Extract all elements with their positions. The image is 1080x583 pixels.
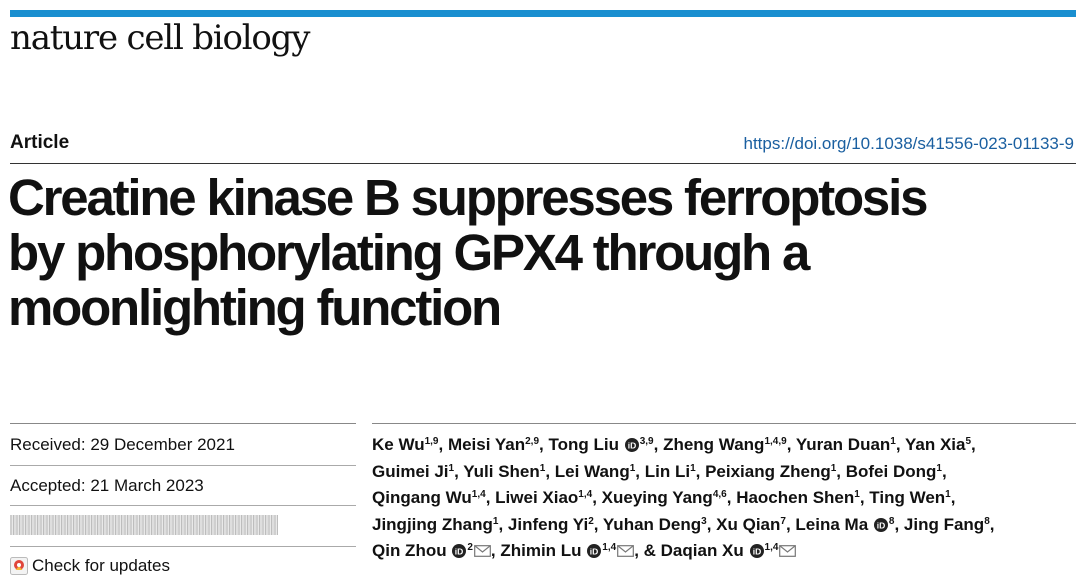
title-line: by phosphorylating GPX4 through a [8,225,1074,280]
author-affiliation[interactable]: 2 [588,516,594,527]
author-name[interactable]: Ting Wen [869,488,945,507]
author-name[interactable]: Haochen Shen [736,488,854,507]
email-icon[interactable] [474,539,491,551]
author-affiliation[interactable]: 1 [449,463,455,474]
journal-accent-bar [10,10,1076,17]
author-name[interactable]: Yuli Shen [463,462,540,481]
orcid-icon[interactable]: iD [587,540,601,554]
author-affiliation[interactable]: 3,9 [640,436,654,447]
svg-text:iD: iD [877,520,886,530]
author-affiliation[interactable]: 2 [467,542,473,553]
author-name[interactable]: Qingang Wu [372,488,472,507]
author-name[interactable]: Xueying Yang [602,488,713,507]
author-affiliation[interactable]: 1 [540,463,546,474]
author-name[interactable]: Jinfeng Yi [508,515,588,534]
author-affiliation[interactable]: 1,4 [602,542,616,553]
author-affiliation[interactable]: 1,4 [578,489,592,500]
accepted-date: Accepted: 21 March 2023 [10,476,204,496]
article-type-label: Article [10,132,69,154]
author-affiliation[interactable]: 2,9 [525,436,539,447]
meta-separator [10,505,356,506]
author-affiliation[interactable]: 1 [831,463,837,474]
svg-text:iD: iD [627,440,636,450]
meta-separator [10,465,356,466]
author-name[interactable]: Liwei Xiao [495,488,578,507]
author-affiliation[interactable]: 1 [493,516,499,527]
author-affiliation[interactable]: 8 [889,516,895,527]
orcid-icon[interactable]: iD [750,540,764,554]
author-name[interactable]: Yuran Duan [796,435,890,454]
doi-link[interactable]: https://doi.org/10.1038/s41556-023-01133… [744,134,1075,154]
author-affiliation[interactable]: 1 [690,463,696,474]
author-name[interactable]: Yuhan Deng [603,515,701,534]
author-name[interactable]: Xu Qian [716,515,780,534]
title-line: moonlighting function [8,280,1074,335]
received-date: Received: 29 December 2021 [10,435,235,455]
title-line: Creatine kinase B suppresses ferroptosis [8,170,1074,225]
author-affiliation[interactable]: 1 [890,436,896,447]
author-affiliation[interactable]: 1,4 [472,489,486,500]
author-name[interactable]: Ke Wu [372,435,425,454]
author-name[interactable]: Lei Wang [555,462,630,481]
article-title: Creatine kinase B suppresses ferroptosis… [8,170,1074,335]
author-name[interactable]: Zheng Wang [663,435,764,454]
journal-name[interactable]: nature cell biology [10,18,309,58]
author-line: Ke Wu1,9, Meisi Yan2,9, Tong Liu iD3,9, … [372,432,1076,459]
author-name[interactable]: Leina Ma [795,515,868,534]
svg-text:iD: iD [752,546,761,556]
author-affiliation[interactable]: 3 [701,516,707,527]
author-affiliation[interactable]: 1,4 [765,542,779,553]
meta-separator [10,546,356,547]
author-name[interactable]: Daqian Xu [661,541,744,560]
author-affiliation[interactable]: 8 [984,516,990,527]
email-icon[interactable] [617,539,634,551]
author-affiliation[interactable]: 1,9 [425,436,439,447]
author-line: Qingang Wu1,4, Liwei Xiao1,4, Xueying Ya… [372,485,1076,512]
author-name[interactable]: Qin Zhou [372,541,447,560]
author-affiliation[interactable]: 1 [630,463,636,474]
author-name[interactable]: Zhimin Lu [500,541,581,560]
svg-text:iD: iD [590,546,599,556]
author-name[interactable]: Tong Liu [548,435,619,454]
author-line: Qin Zhou iD2, Zhimin Lu iD1,4, & Daqian … [372,538,1076,565]
author-affiliation[interactable]: 1 [854,489,860,500]
check-for-updates-label: Check for updates [32,556,170,576]
orcid-icon[interactable]: iD [625,434,639,448]
author-affiliation[interactable]: 1 [945,489,951,500]
author-affiliation[interactable]: 1,4,9 [764,436,786,447]
author-name[interactable]: Peixiang Zheng [705,462,831,481]
author-conjunction: & [644,541,661,560]
author-affiliation[interactable]: 4,6 [713,489,727,500]
svg-text:iD: iD [455,546,464,556]
author-affiliation[interactable]: 7 [780,516,786,527]
author-name[interactable]: Guimei Ji [372,462,449,481]
author-name[interactable]: Jingjing Zhang [372,515,493,534]
orcid-icon[interactable]: iD [874,514,888,528]
author-name[interactable]: Meisi Yan [448,435,525,454]
check-for-updates-icon [10,557,28,575]
author-name[interactable]: Lin Li [645,462,690,481]
orcid-icon[interactable]: iD [452,540,466,554]
author-name[interactable]: Bofei Dong [846,462,937,481]
redacted-block [10,515,278,535]
header-divider [10,163,1076,164]
author-list: Ke Wu1,9, Meisi Yan2,9, Tong Liu iD3,9, … [372,432,1076,565]
author-name[interactable]: Yan Xia [905,435,965,454]
author-line: Jingjing Zhang1, Jinfeng Yi2, Yuhan Deng… [372,512,1076,539]
author-affiliation[interactable]: 1 [936,463,942,474]
authors-divider [372,423,1076,424]
check-for-updates-button[interactable]: Check for updates [10,556,170,576]
author-affiliation[interactable]: 5 [965,436,971,447]
meta-divider [10,423,356,424]
author-name[interactable]: Jing Fang [904,515,984,534]
email-icon[interactable] [779,539,796,551]
author-line: Guimei Ji1, Yuli Shen1, Lei Wang1, Lin L… [372,459,1076,486]
